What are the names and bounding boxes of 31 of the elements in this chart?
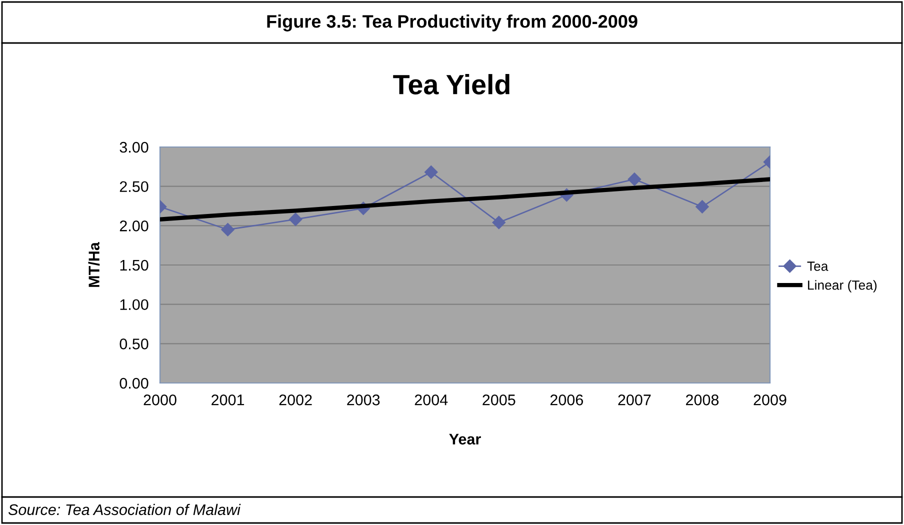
x-tick-label: 2005 <box>482 394 516 406</box>
x-tick-label: 2002 <box>279 394 312 406</box>
x-tick-label: 2003 <box>347 394 380 406</box>
point <box>424 166 438 179</box>
x-tick-label: 2004 <box>414 394 448 406</box>
y-tick-label: 3.00 <box>120 142 148 153</box>
x-tick-label: 2008 <box>686 394 719 406</box>
point <box>696 200 709 214</box>
y-tick-label: 1.50 <box>120 260 148 271</box>
chart-subtitle: Tea Yield <box>393 74 510 94</box>
legend-label: Linear (Tea) <box>808 280 877 292</box>
point <box>628 172 642 186</box>
point <box>221 223 234 236</box>
y-tick-label: 0.50 <box>120 338 148 350</box>
point <box>288 212 302 226</box>
x-tick-label: 2006 <box>550 394 583 406</box>
line-series <box>160 177 770 222</box>
source-note: Source: Tea Association of Malawi <box>8 504 241 516</box>
chart-title: Figure 3.5: Tea Productivity from 2000-2009 <box>267 14 638 32</box>
y-tick-label: 2.00 <box>120 220 148 232</box>
x-tick-label: 2000 <box>144 394 176 406</box>
y-tick-label: 1.00 <box>120 299 148 310</box>
y-tick-label: 0.00 <box>120 378 148 389</box>
x-tick-label: 2001 <box>212 394 244 406</box>
legend-label: Tea <box>807 262 828 271</box>
x-tick-label: 2007 <box>618 394 651 406</box>
x-axis-title: Year <box>449 434 481 445</box>
point <box>492 216 506 230</box>
y-tick-label: 2.50 <box>120 181 148 192</box>
y-axis-title: MT/Ha <box>88 242 100 287</box>
x-tick-label: 2009 <box>754 394 786 406</box>
